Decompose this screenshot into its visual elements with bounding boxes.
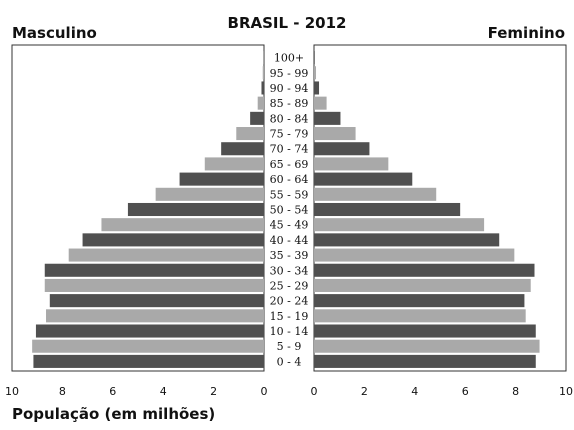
female-tick-label: 10 [559, 385, 573, 398]
age-group-label: 65 - 69 [270, 158, 309, 171]
age-group-label: 10 - 14 [270, 325, 309, 338]
age-group-label: 45 - 49 [270, 219, 309, 232]
female-tick-label: 4 [411, 385, 418, 398]
male-bar [257, 96, 264, 110]
age-group-label: 75 - 79 [270, 128, 309, 141]
age-group-label: 100+ [274, 52, 304, 65]
age-group-label: 90 - 94 [270, 82, 309, 95]
male-bar [49, 294, 264, 308]
male-bar [127, 202, 264, 217]
male-bar [262, 66, 264, 80]
female-bar [314, 218, 485, 232]
x-axis-caption: População (em milhões) [12, 405, 215, 423]
female-bars [314, 51, 540, 368]
chart-title: BRASIL - 2012 [228, 14, 347, 32]
male-bar [44, 278, 265, 292]
female-bar [314, 51, 315, 65]
male-bar [46, 309, 264, 323]
male-bar [68, 248, 264, 262]
female-bar [314, 233, 500, 247]
male-bar [155, 187, 264, 201]
male-side-label: Masculino [12, 24, 97, 42]
female-bar [314, 111, 341, 125]
female-bar [314, 248, 515, 262]
female-bar [314, 309, 526, 323]
age-group-label: 20 - 24 [270, 295, 309, 308]
female-bar [314, 324, 536, 338]
female-tick-label: 6 [462, 385, 469, 398]
male-tick-label: 10 [5, 385, 19, 398]
age-group-label: 50 - 54 [270, 204, 309, 217]
age-group-label: 5 - 9 [277, 340, 302, 353]
female-bar [314, 339, 540, 353]
age-group-label: 85 - 89 [270, 97, 309, 110]
male-bar [44, 263, 265, 277]
male-bar [32, 339, 264, 353]
age-group-label: 80 - 84 [270, 112, 309, 125]
female-side-label: Feminino [488, 24, 565, 42]
female-tick-label: 2 [361, 385, 368, 398]
female-bar [314, 96, 327, 110]
female-axis-ticks: 0 2 4 6 8 10 [311, 385, 574, 398]
female-bar [314, 142, 370, 156]
male-bar [204, 157, 264, 171]
male-tick-label: 6 [109, 385, 116, 398]
male-tick-label: 2 [210, 385, 217, 398]
age-group-label: 55 - 59 [270, 188, 309, 201]
male-tick-label: 0 [261, 385, 268, 398]
male-tick-label: 4 [160, 385, 167, 398]
male-bar [221, 142, 264, 156]
male-bar [179, 172, 264, 186]
female-bar [314, 202, 461, 217]
female-bar [314, 66, 317, 80]
age-group-label: 25 - 29 [270, 279, 309, 292]
female-tick-label: 0 [311, 385, 318, 398]
male-bar [263, 51, 264, 65]
male-axis-ticks: 10 8 6 4 2 0 [5, 385, 268, 398]
male-bar [35, 324, 264, 338]
age-group-label: 35 - 39 [270, 249, 309, 262]
female-bar [314, 187, 437, 201]
age-group-label: 60 - 64 [270, 173, 309, 186]
female-bar [314, 127, 356, 141]
male-bar [33, 354, 264, 368]
female-bar [314, 278, 531, 292]
male-bar [101, 218, 265, 232]
female-tick-label: 8 [512, 385, 519, 398]
male-bars [32, 51, 265, 368]
male-bar [82, 233, 264, 247]
female-bar [314, 157, 389, 171]
age-group-label: 0 - 4 [277, 355, 302, 368]
female-bar [314, 354, 536, 368]
age-group-label: 95 - 99 [270, 67, 309, 80]
male-bar [261, 81, 264, 95]
male-bar [236, 127, 264, 141]
female-bar [314, 263, 535, 277]
age-group-label: 30 - 34 [270, 264, 309, 277]
female-bar [314, 294, 525, 308]
age-group-labels: 100+ 95 - 99 90 - 94 85 - 89 80 - 84 75 - 79 7… [270, 52, 309, 369]
age-group-label: 40 - 44 [270, 234, 309, 247]
age-group-label: 70 - 74 [270, 143, 309, 156]
age-group-label: 15 - 19 [270, 310, 309, 323]
male-tick-label: 8 [59, 385, 66, 398]
male-bar [250, 111, 264, 125]
female-bar [314, 172, 413, 186]
female-bar [314, 81, 320, 95]
